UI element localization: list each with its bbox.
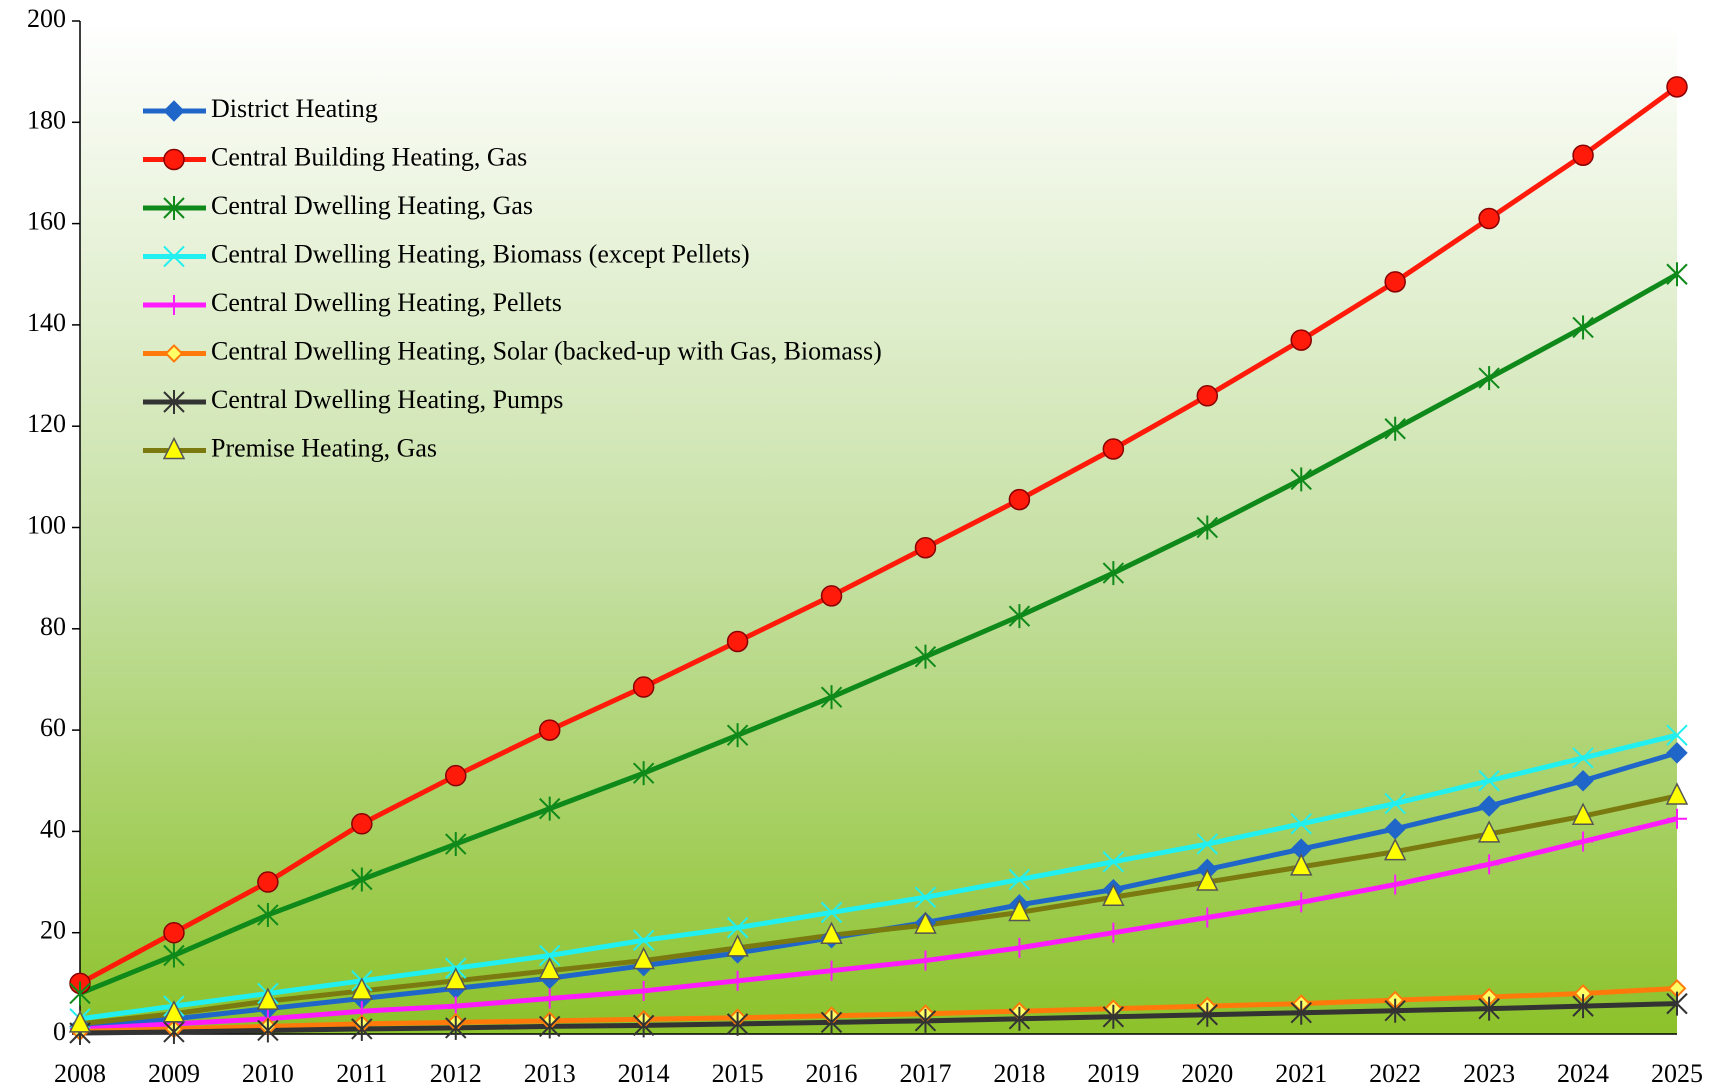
legend-label: Central Dwelling Heating, Pellets bbox=[211, 288, 562, 317]
marker-shape bbox=[1291, 330, 1311, 350]
marker bbox=[1479, 209, 1499, 229]
x-tick-label: 2017 bbox=[899, 1059, 951, 1083]
y-tick-label: 60 bbox=[40, 713, 66, 742]
legend-label: Central Building Heating, Gas bbox=[211, 142, 527, 171]
marker bbox=[822, 586, 842, 606]
y-tick-label: 160 bbox=[27, 207, 66, 236]
y-tick-label: 80 bbox=[40, 612, 66, 641]
marker bbox=[352, 814, 372, 834]
marker bbox=[258, 872, 278, 892]
legend-label: Premise Heating, Gas bbox=[211, 433, 437, 462]
marker bbox=[446, 766, 466, 786]
y-tick-label: 0 bbox=[53, 1017, 66, 1046]
y-tick-label: 20 bbox=[40, 916, 66, 945]
x-tick-label: 2011 bbox=[336, 1059, 387, 1083]
marker-shape bbox=[728, 631, 748, 651]
legend-label: Central Dwelling Heating, Pumps bbox=[211, 385, 563, 414]
x-tick-label: 2025 bbox=[1651, 1059, 1703, 1083]
marker-shape bbox=[446, 766, 466, 786]
x-tick-label: 2023 bbox=[1463, 1059, 1515, 1083]
x-tick-label: 2021 bbox=[1275, 1059, 1327, 1083]
plot-background bbox=[80, 21, 1677, 1034]
chart: 0 20 40 60 80 100 120 140 160 180 200 2008 2009 2010 2… bbox=[0, 0, 1710, 1083]
marker bbox=[728, 631, 748, 651]
marker bbox=[164, 923, 184, 943]
marker bbox=[1667, 77, 1687, 97]
x-tick-label: 2022 bbox=[1369, 1059, 1421, 1083]
marker-shape bbox=[1197, 386, 1217, 406]
legend-marker bbox=[164, 150, 184, 170]
legend-label: District Heating bbox=[211, 94, 378, 123]
marker bbox=[1197, 386, 1217, 406]
x-tick-label: 2024 bbox=[1557, 1059, 1609, 1083]
legend-label: Central Dwelling Heating, Gas bbox=[211, 191, 533, 220]
y-tick-label: 180 bbox=[27, 105, 66, 134]
marker-shape bbox=[822, 586, 842, 606]
y-tick-label: 200 bbox=[27, 4, 66, 33]
marker-shape bbox=[1009, 490, 1029, 510]
marker-shape bbox=[915, 538, 935, 558]
marker-shape bbox=[164, 923, 184, 943]
marker-shape bbox=[1385, 272, 1405, 292]
x-tick-label: 2019 bbox=[1087, 1059, 1139, 1083]
marker-shape bbox=[1103, 439, 1123, 459]
marker bbox=[1009, 490, 1029, 510]
marker-shape bbox=[258, 872, 278, 892]
y-tick-label: 120 bbox=[27, 409, 66, 438]
marker-shape bbox=[164, 150, 184, 170]
marker bbox=[540, 720, 560, 740]
marker-shape bbox=[540, 720, 560, 740]
marker-shape bbox=[1667, 77, 1687, 97]
marker bbox=[1385, 272, 1405, 292]
marker-shape bbox=[1573, 145, 1593, 165]
y-tick-label: 100 bbox=[27, 510, 66, 539]
marker-shape bbox=[1479, 209, 1499, 229]
marker bbox=[915, 538, 935, 558]
marker-shape bbox=[352, 814, 372, 834]
marker bbox=[1573, 145, 1593, 165]
x-tick-label: 2008 bbox=[54, 1059, 106, 1083]
y-tick-label: 40 bbox=[40, 814, 66, 843]
x-tick-label: 2020 bbox=[1181, 1059, 1233, 1083]
x-tick-label: 2009 bbox=[148, 1059, 200, 1083]
legend-label: Central Dwelling Heating, Biomass (excep… bbox=[211, 239, 750, 268]
x-tick-label: 2013 bbox=[524, 1059, 576, 1083]
legend-label: Central Dwelling Heating, Solar (backed-… bbox=[211, 336, 882, 365]
x-tick-label: 2016 bbox=[806, 1059, 858, 1083]
x-tick-label: 2012 bbox=[430, 1059, 482, 1083]
y-tick-label: 140 bbox=[27, 308, 66, 337]
x-tick-label: 2010 bbox=[242, 1059, 294, 1083]
marker-shape bbox=[634, 677, 654, 697]
marker bbox=[1291, 330, 1311, 350]
marker bbox=[634, 677, 654, 697]
x-tick-label: 2018 bbox=[993, 1059, 1045, 1083]
x-tick-label: 2014 bbox=[618, 1059, 670, 1083]
page: {"chart_data": {"type": "line", "categor… bbox=[0, 0, 1710, 1083]
x-tick-label: 2015 bbox=[712, 1059, 764, 1083]
marker bbox=[1103, 439, 1123, 459]
